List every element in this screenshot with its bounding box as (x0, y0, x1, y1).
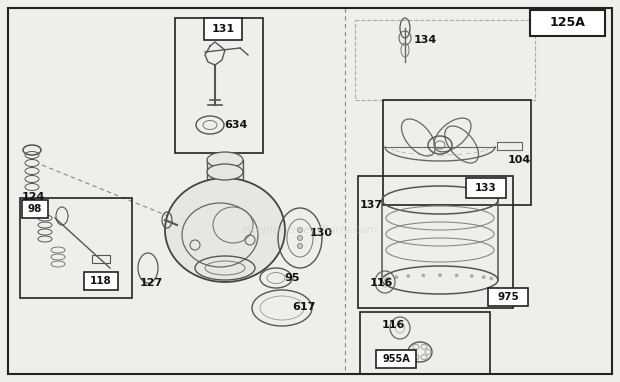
Bar (355, 20, 535, 100)
Bar (466, 178, 506, 198)
Ellipse shape (395, 276, 398, 279)
Ellipse shape (298, 243, 303, 249)
Text: 617: 617 (292, 302, 316, 312)
Text: 137: 137 (360, 200, 383, 210)
Bar (92, 255, 110, 263)
Text: 98: 98 (28, 204, 42, 214)
Text: 955A: 955A (382, 354, 410, 364)
Text: 116: 116 (382, 320, 405, 330)
Text: 118: 118 (90, 276, 112, 286)
Text: 975: 975 (497, 292, 519, 302)
Bar (207, 160, 243, 184)
Bar (530, 10, 605, 36)
Text: 131: 131 (211, 24, 234, 34)
Ellipse shape (490, 277, 493, 280)
Bar (497, 142, 522, 150)
Ellipse shape (165, 178, 285, 282)
Bar (488, 288, 528, 306)
Ellipse shape (470, 275, 473, 278)
Ellipse shape (455, 274, 458, 277)
Text: 133: 133 (475, 183, 497, 193)
Bar (204, 18, 242, 40)
Text: eReplacementParts.com: eReplacementParts.com (242, 225, 378, 235)
Text: 116: 116 (370, 278, 393, 288)
Ellipse shape (207, 152, 243, 168)
Ellipse shape (482, 276, 485, 279)
Bar (383, 100, 531, 205)
Ellipse shape (438, 274, 441, 277)
Ellipse shape (207, 164, 243, 180)
Bar (84, 272, 118, 290)
Text: 634: 634 (224, 120, 247, 130)
Text: 95: 95 (284, 273, 299, 283)
Bar (175, 18, 263, 153)
Ellipse shape (422, 274, 425, 277)
Ellipse shape (407, 275, 410, 278)
Ellipse shape (384, 278, 388, 282)
Bar (22, 200, 48, 218)
Bar (360, 312, 490, 374)
Ellipse shape (298, 228, 303, 233)
Text: 104: 104 (508, 155, 531, 165)
Text: 124: 124 (22, 192, 45, 202)
Bar (20, 198, 132, 298)
Text: 125A: 125A (549, 16, 585, 29)
Bar (376, 350, 416, 368)
Ellipse shape (298, 235, 303, 241)
Bar (358, 176, 513, 308)
Text: 134: 134 (414, 35, 437, 45)
Text: 127: 127 (140, 278, 163, 288)
Ellipse shape (387, 277, 390, 280)
Text: 130: 130 (310, 228, 333, 238)
